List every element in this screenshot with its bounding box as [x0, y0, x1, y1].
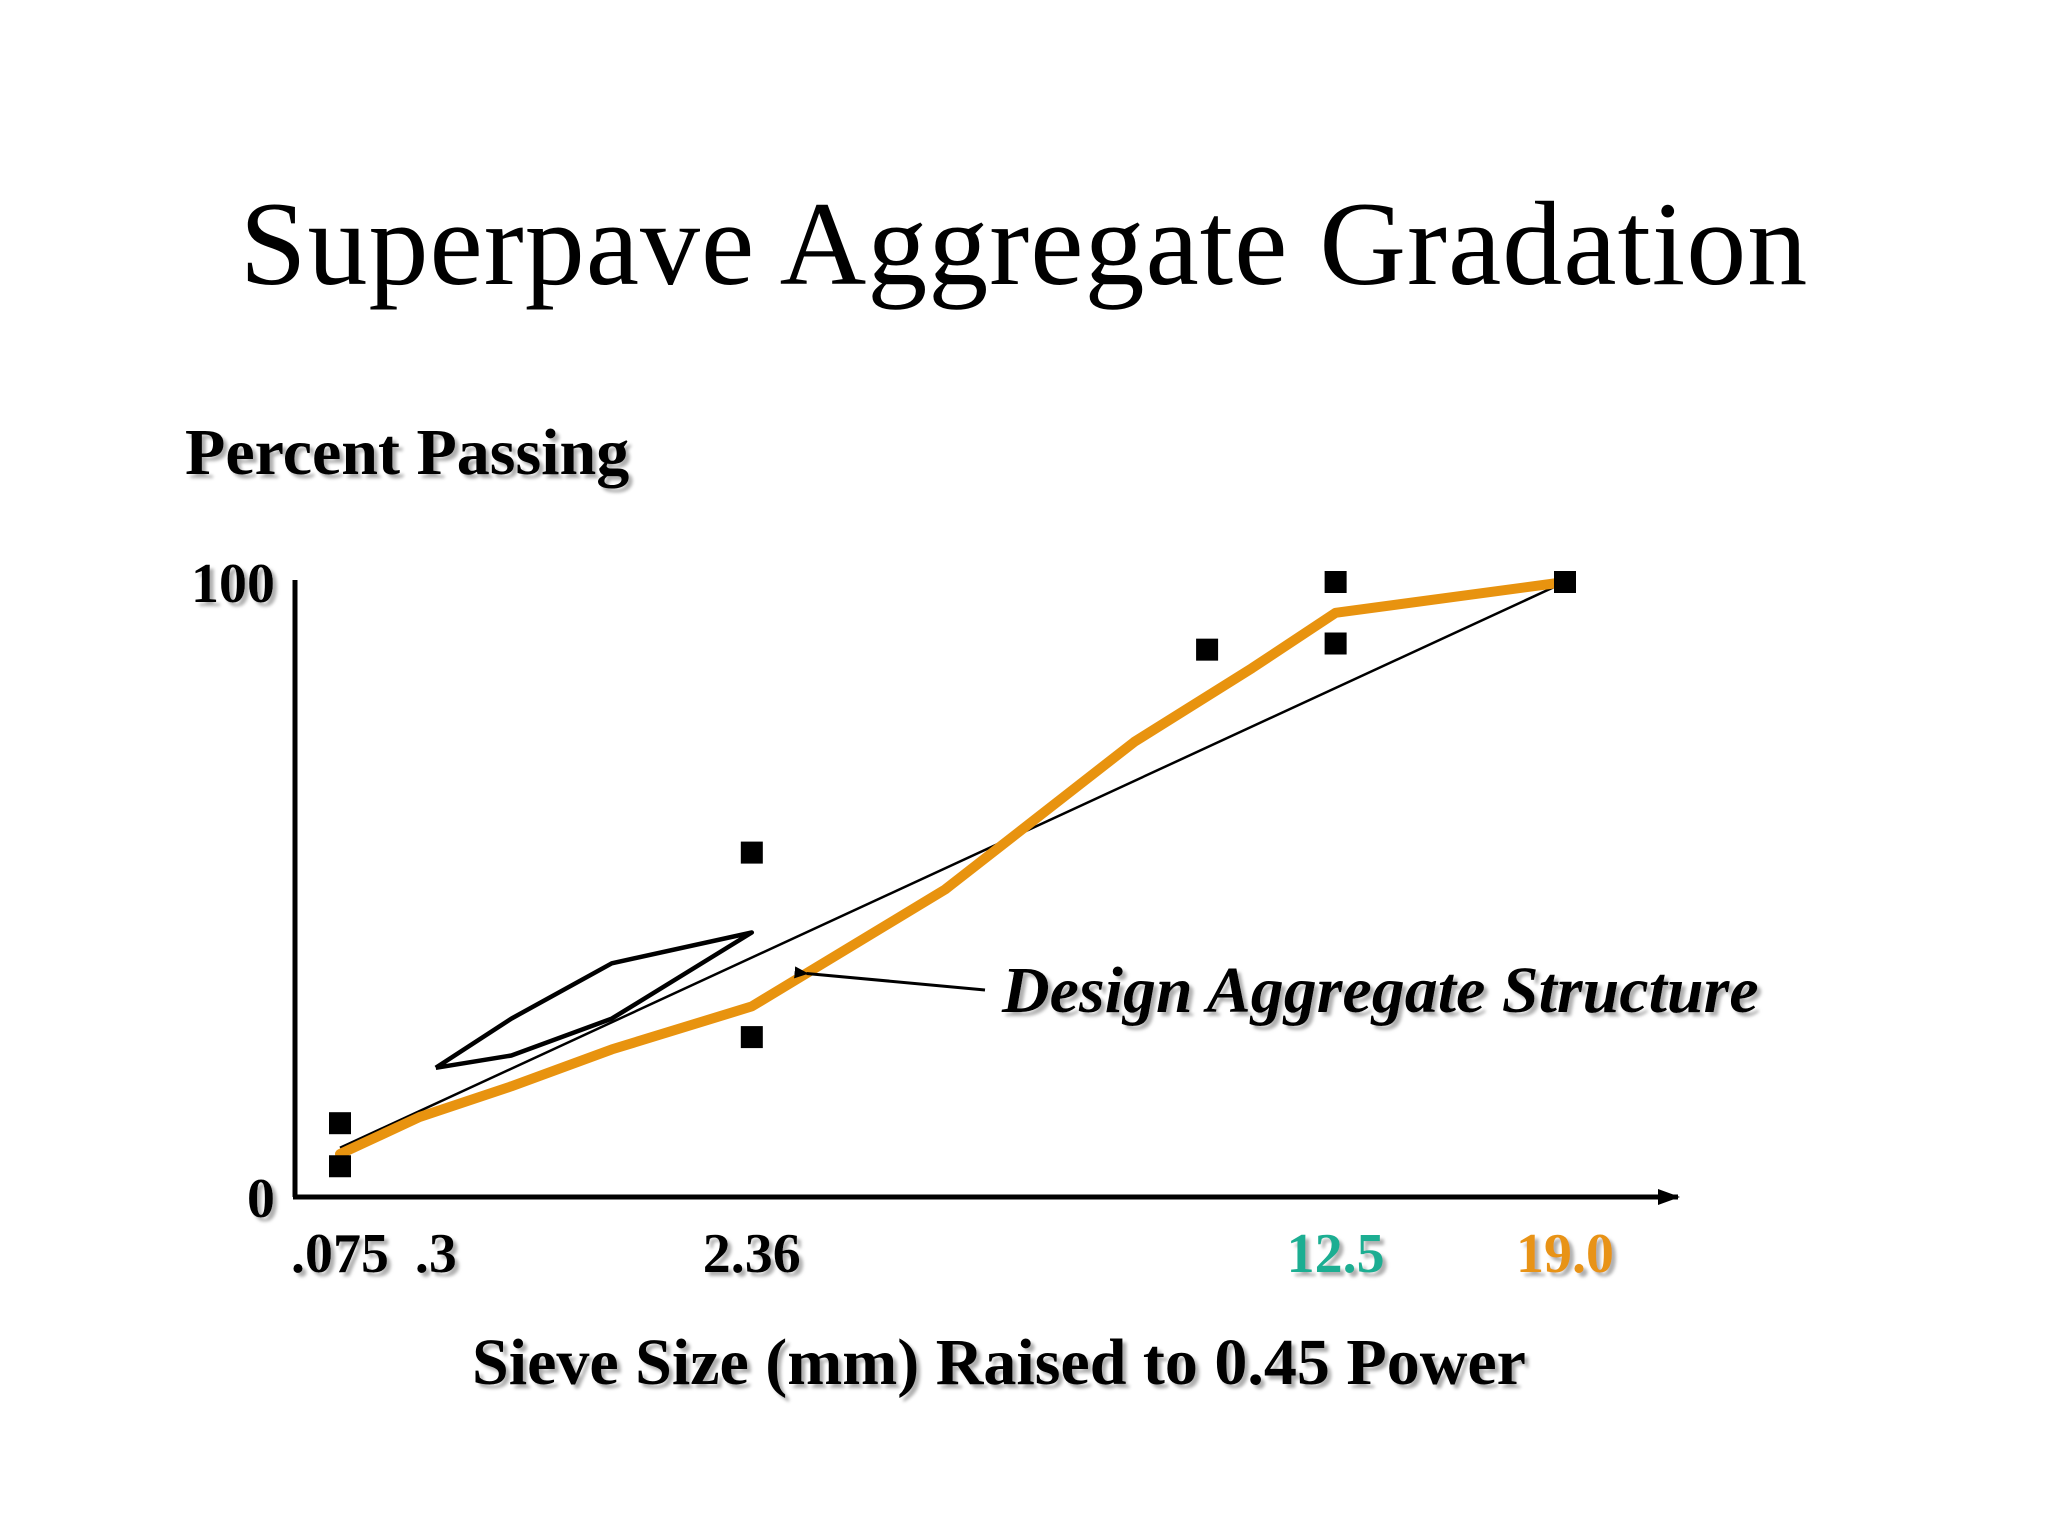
control-point [1324, 571, 1347, 593]
control-point [329, 1112, 351, 1135]
maximum-density-line-group [339, 580, 1566, 1149]
x-axis-title: Sieve Size (mm) Raised to 0.45 Power [0, 1325, 2048, 1401]
y-axis-title: Percent Passing [185, 416, 630, 489]
y-tick-label: 100 [191, 553, 275, 615]
y-ticks-group: 0 100 [191, 553, 275, 1230]
axes [292, 580, 1680, 1205]
control-point [740, 841, 763, 864]
restricted-zone-group [434, 930, 755, 1071]
series-line-1 [335, 577, 1570, 1159]
restricted-zone [434, 930, 755, 1071]
x-axis-title-text: Sieve Size (mm) Raised to 0.45 Power [472, 1326, 1526, 1399]
annotation-group: Design Aggregate Structure [794, 954, 1759, 1027]
control-points-group [329, 571, 1576, 1178]
x-tick-label: .3 [415, 1223, 457, 1285]
control-point [1196, 638, 1219, 661]
annotation-label: Design Aggregate Structure [1001, 954, 1759, 1027]
annotation-arrow [794, 966, 986, 992]
x-tick-label: 12.5 [1287, 1223, 1385, 1285]
control-point [329, 1155, 351, 1178]
series-group [335, 577, 1570, 1159]
x-ticks-group: .075 .3 2.36 12.5 19.0 [291, 1223, 1614, 1285]
y-tick-label: 0 [247, 1168, 275, 1230]
x-tick-label: 19.0 [1516, 1223, 1614, 1285]
maximum-density-line [339, 580, 1566, 1149]
x-tick-label: .075 [291, 1223, 389, 1285]
control-point [1554, 571, 1576, 593]
control-point [740, 1026, 763, 1049]
x-tick-label: 2.36 [703, 1223, 801, 1285]
slide-title: Superpave Aggregate Gradation [239, 177, 1809, 310]
control-point [1324, 632, 1347, 655]
